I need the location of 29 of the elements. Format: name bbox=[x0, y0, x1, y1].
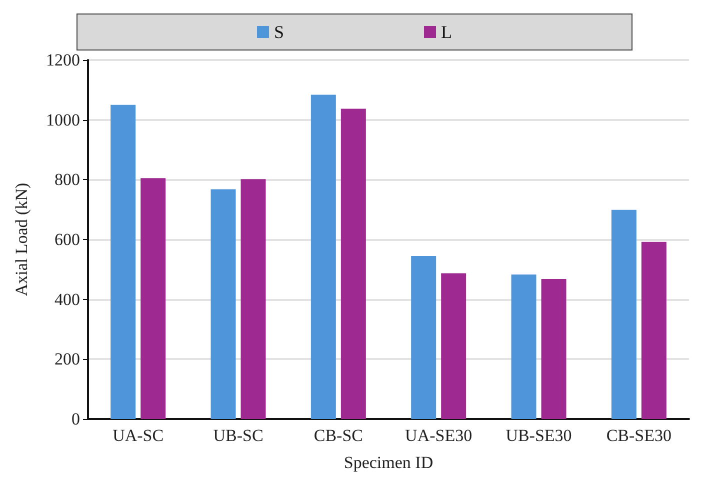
bar bbox=[240, 179, 266, 419]
bar bbox=[140, 178, 166, 419]
legend-label: L bbox=[441, 22, 452, 42]
y-tick-label: 1000 bbox=[46, 110, 80, 130]
legend-label: S bbox=[274, 22, 284, 42]
y-tick-label: 400 bbox=[54, 290, 80, 309]
bar bbox=[310, 94, 336, 419]
x-tick-label: UA-SE30 bbox=[405, 426, 472, 445]
x-tick-label: UA-SC bbox=[112, 426, 164, 445]
bar bbox=[411, 256, 436, 419]
x-axis-title: Specimen ID bbox=[344, 453, 434, 472]
bar bbox=[110, 104, 136, 419]
x-tick-label: CB-SE30 bbox=[606, 426, 672, 445]
bar bbox=[611, 210, 636, 419]
y-tick-label: 600 bbox=[54, 230, 80, 249]
bar bbox=[441, 273, 466, 419]
y-tick-label: 0 bbox=[72, 410, 80, 428]
bar bbox=[641, 242, 666, 419]
bar bbox=[340, 108, 366, 419]
y-tick-label: 800 bbox=[54, 170, 80, 190]
bar bbox=[541, 278, 566, 419]
x-tick-label: UB-SE30 bbox=[506, 426, 572, 445]
bar bbox=[511, 274, 536, 419]
bar bbox=[210, 189, 236, 419]
y-tick-label: 1200 bbox=[46, 50, 80, 70]
x-tick-label: CB-SC bbox=[314, 426, 363, 445]
y-tick-label: 200 bbox=[54, 350, 80, 369]
x-tick-label: UB-SC bbox=[213, 426, 264, 445]
y-axis-title: Axial Load (kN) bbox=[12, 182, 31, 296]
